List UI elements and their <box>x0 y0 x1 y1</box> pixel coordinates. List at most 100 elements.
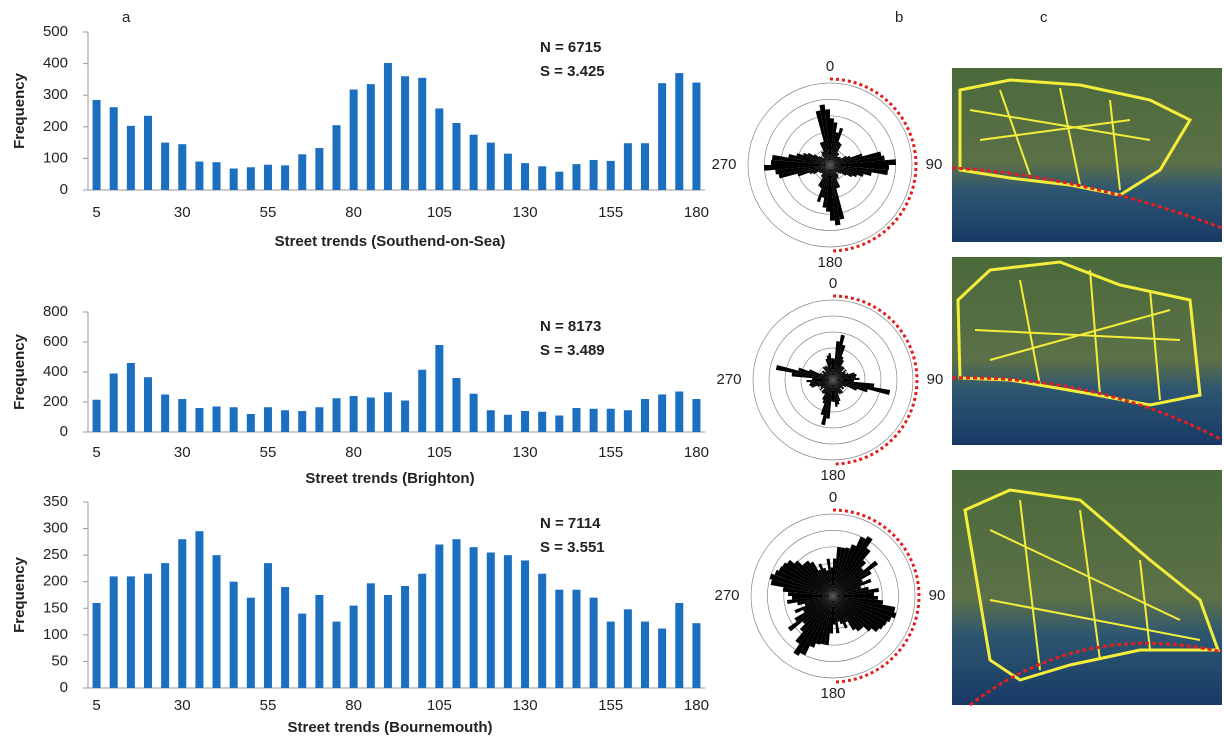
bar <box>93 100 101 190</box>
angle-tick-label: 0 <box>829 489 837 506</box>
bar <box>264 165 272 190</box>
x-axis-title: Street trends (Bournemouth) <box>287 719 492 736</box>
bar <box>127 126 135 190</box>
annotation: S = 3.425 <box>540 63 605 80</box>
y-tick-label: 250 <box>43 546 68 563</box>
bar <box>470 394 478 432</box>
bar <box>487 552 495 688</box>
x-axis-title: Street trends (Southend-on-Sea) <box>275 233 506 250</box>
angle-tick-label: 270 <box>716 371 741 388</box>
bar <box>281 410 289 432</box>
y-tick-label: 200 <box>43 573 68 590</box>
x-tick-label: 5 <box>92 697 100 714</box>
bar <box>675 392 683 433</box>
bar <box>675 603 683 688</box>
bar <box>367 398 375 433</box>
bar <box>538 166 546 190</box>
panel-label: c <box>1040 9 1048 26</box>
bar <box>298 411 306 432</box>
bar <box>178 144 186 190</box>
x-tick-label: 5 <box>92 204 100 221</box>
bar <box>521 411 529 432</box>
bar <box>538 574 546 688</box>
angle-tick-label: 0 <box>829 275 837 292</box>
bar <box>555 172 563 190</box>
x-tick-label: 130 <box>513 697 538 714</box>
y-tick-label: 500 <box>43 23 68 40</box>
x-tick-label: 80 <box>345 204 362 221</box>
map-panel <box>952 257 1222 445</box>
bar <box>521 560 529 688</box>
y-tick-label: 0 <box>60 181 68 198</box>
bar <box>127 363 135 432</box>
y-tick-label: 400 <box>43 363 68 380</box>
bar <box>333 622 341 688</box>
bar <box>110 374 118 433</box>
x-tick-label: 30 <box>174 204 191 221</box>
bar <box>452 123 460 190</box>
bar <box>213 407 221 433</box>
y-tick-label: 0 <box>60 679 68 696</box>
panel-label: b <box>895 9 903 26</box>
bar <box>110 107 118 190</box>
figure: a b c 0100200300400500FrequencyStreet tr… <box>0 0 1224 738</box>
bar <box>350 396 358 432</box>
annotation: S = 3.489 <box>540 342 605 359</box>
bar <box>692 623 700 688</box>
bar <box>607 409 615 432</box>
annotation: N = 8173 <box>540 318 601 335</box>
bar <box>230 582 238 688</box>
bar <box>470 135 478 190</box>
bar <box>298 614 306 688</box>
bar <box>213 555 221 688</box>
bar <box>281 587 289 688</box>
bar <box>607 622 615 688</box>
angle-tick-label: 180 <box>817 254 842 271</box>
x-tick-label: 80 <box>345 444 362 461</box>
bar <box>401 586 409 688</box>
x-tick-label: 30 <box>174 697 191 714</box>
bar <box>692 399 700 432</box>
bar <box>641 399 649 432</box>
bar <box>144 116 152 190</box>
bar <box>144 377 152 432</box>
y-tick-label: 150 <box>43 599 68 616</box>
angle-tick-label: 90 <box>926 156 943 173</box>
y-tick-label: 50 <box>51 652 68 669</box>
bar <box>315 148 323 190</box>
bar <box>367 583 375 688</box>
annotation: N = 7114 <box>540 515 601 532</box>
bar <box>195 162 203 190</box>
x-tick-label: 130 <box>513 204 538 221</box>
bar <box>555 590 563 688</box>
map-panel <box>952 68 1222 242</box>
bar <box>624 609 632 688</box>
angle-tick-label: 180 <box>820 685 845 702</box>
bar <box>487 410 495 432</box>
bar <box>264 407 272 432</box>
bar <box>624 410 632 432</box>
bar <box>247 598 255 688</box>
bar <box>504 415 512 432</box>
map-panel <box>952 470 1222 705</box>
y-tick-label: 350 <box>43 493 68 510</box>
bar <box>144 574 152 688</box>
bar <box>641 622 649 688</box>
bar <box>435 345 443 432</box>
bar <box>590 409 598 432</box>
bar <box>333 398 341 432</box>
bar <box>230 169 238 190</box>
bar <box>384 63 392 190</box>
bar <box>452 539 460 688</box>
bar <box>624 143 632 190</box>
bar <box>247 414 255 432</box>
bar <box>264 563 272 688</box>
bar <box>641 143 649 190</box>
x-tick-label: 130 <box>513 444 538 461</box>
bar <box>315 595 323 688</box>
bar <box>93 400 101 432</box>
x-tick-label: 55 <box>260 204 277 221</box>
annotation: N = 6715 <box>540 39 601 56</box>
y-tick-label: 200 <box>43 393 68 410</box>
bar <box>367 84 375 190</box>
